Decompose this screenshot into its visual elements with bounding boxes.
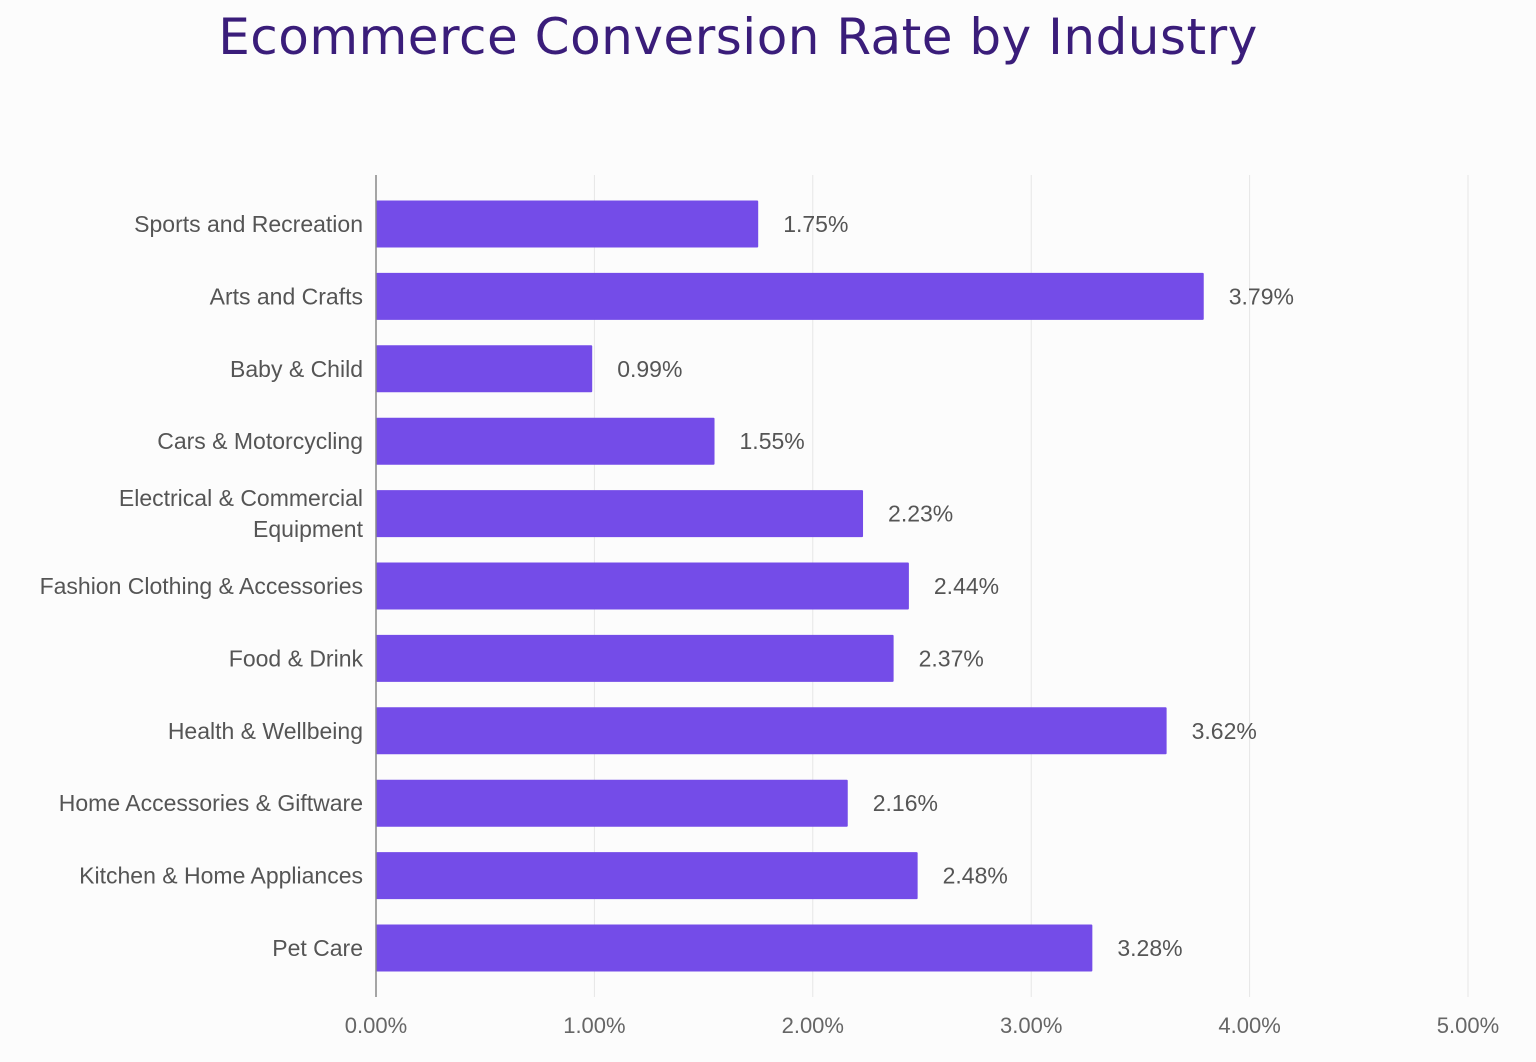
data-label: 3.62% [1192, 718, 1257, 744]
data-label: 2.37% [919, 645, 984, 671]
category-label: Kitchen & Home Appliances [79, 863, 363, 889]
category-label: Fashion Clothing & Accessories [40, 573, 363, 599]
chart-title: Ecommerce Conversion Rate by Industry [218, 8, 1258, 66]
x-tick-label: 3.00% [1000, 1013, 1062, 1038]
bar [376, 272, 1204, 320]
data-label: 2.48% [943, 863, 1008, 889]
category-label: Sports and Recreation [134, 211, 363, 237]
bar [376, 200, 759, 248]
bar [376, 852, 918, 900]
data-label: 2.44% [934, 573, 999, 599]
bar [376, 417, 715, 465]
category-label: Cars & Motorcycling [157, 428, 363, 454]
bar [376, 562, 909, 610]
x-tick-label: 2.00% [782, 1013, 844, 1038]
x-tick-label: 0.00% [345, 1013, 407, 1038]
bar [376, 634, 894, 682]
data-label: 3.79% [1229, 283, 1294, 309]
category-label: Electrical & Commercial Equipment [119, 485, 364, 542]
data-label: 2.16% [873, 790, 938, 816]
category-label: Home Accessories & Giftware [59, 790, 363, 816]
data-label: 1.55% [740, 428, 805, 454]
bar [376, 924, 1093, 972]
data-label: 0.99% [617, 356, 682, 382]
category-label: Pet Care [272, 935, 363, 961]
data-label: 3.28% [1117, 935, 1182, 961]
bar [376, 345, 593, 393]
bar [376, 707, 1167, 755]
data-label: 1.75% [783, 211, 848, 237]
category-label: Food & Drink [229, 645, 364, 671]
category-label: Baby & Child [230, 356, 363, 382]
data-label: 2.23% [888, 501, 953, 527]
x-tick-label: 4.00% [1218, 1013, 1280, 1038]
bar [376, 779, 848, 827]
bar [376, 490, 864, 538]
x-tick-label: 1.00% [563, 1013, 625, 1038]
x-tick-label: 5.00% [1437, 1013, 1499, 1038]
category-label: Health & Wellbeing [168, 718, 363, 744]
category-label: Arts and Crafts [210, 283, 363, 309]
